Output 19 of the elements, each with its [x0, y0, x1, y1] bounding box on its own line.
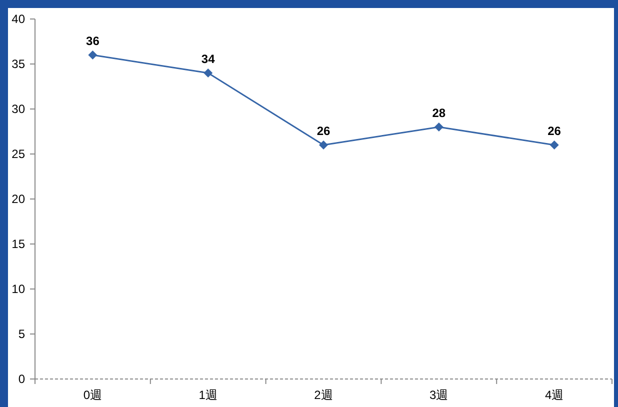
- y-tick-label: 25: [12, 147, 26, 161]
- y-tick-label: 35: [12, 57, 26, 71]
- y-tick-label: 40: [12, 12, 26, 26]
- y-tick-label: 15: [12, 237, 26, 251]
- data-label: 36: [86, 34, 100, 48]
- y-tick-label: 5: [18, 327, 26, 341]
- data-label: 28: [432, 106, 446, 120]
- x-tick-label: 0週: [83, 388, 102, 402]
- x-tick-label: 2週: [314, 388, 333, 402]
- y-tick-label: 20: [12, 192, 26, 206]
- x-tick-label: 3週: [430, 388, 448, 402]
- x-tick-label: 4週: [544, 388, 564, 402]
- y-tick-label: 30: [12, 102, 26, 116]
- data-label: 26: [548, 124, 562, 138]
- data-label: 26: [316, 124, 330, 138]
- data-label: 34: [201, 52, 216, 66]
- y-tick-label: 10: [12, 282, 26, 296]
- x-tick-label: 1週: [198, 388, 218, 402]
- y-tick-label: 0: [18, 372, 26, 386]
